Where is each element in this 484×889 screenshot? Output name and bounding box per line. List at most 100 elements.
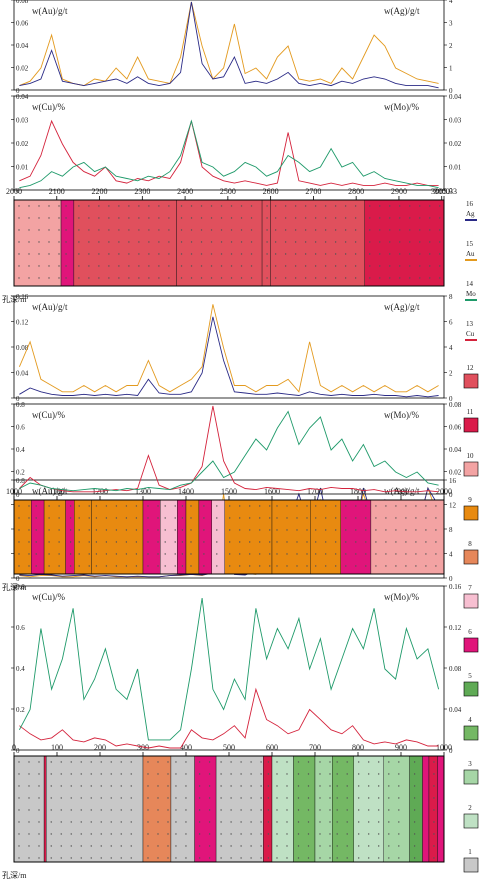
lithology-texture: [239, 517, 241, 519]
lithology-texture: [200, 253, 203, 255]
lithology-texture: [425, 565, 427, 567]
lithology-texture: [120, 761, 122, 763]
lithology-texture: [108, 205, 110, 207]
lithology-texture: [378, 833, 380, 835]
lithology-texture: [185, 797, 187, 799]
lithology-texture: [230, 217, 233, 219]
lithology-texture: [314, 241, 317, 243]
lithology-texture: [415, 541, 417, 543]
lithology-texture: [276, 553, 278, 555]
lithology-texture: [286, 797, 288, 799]
lithology-texture: [329, 809, 331, 811]
legend-unit-swatch: [463, 461, 479, 477]
lithology-texture: [329, 773, 331, 775]
lithology-texture: [329, 761, 331, 763]
lithology-texture: [190, 517, 192, 519]
lithology-texture: [115, 505, 118, 507]
lithology-texture: [240, 205, 243, 207]
lithology-texture: [148, 217, 150, 219]
lithology-texture: [216, 529, 218, 531]
legend-unit-swatch: [463, 593, 479, 609]
lithology-texture: [157, 517, 159, 519]
lithology-texture: [70, 797, 72, 799]
lithology-texture: [175, 785, 177, 787]
lithology-texture: [413, 845, 416, 847]
lithology-texture: [286, 833, 288, 835]
lithology-texture: [354, 205, 357, 207]
lithology-texture: [190, 253, 193, 255]
lithology-texture: [60, 773, 62, 775]
lithology-texture: [230, 845, 232, 847]
lithology-texture: [266, 277, 268, 279]
lithology-texture: [175, 773, 177, 775]
lithology-texture: [167, 857, 169, 859]
lithology-texture: [58, 229, 60, 231]
right-axis-tick-label: 6: [449, 319, 453, 327]
lithology-texture: [325, 505, 327, 507]
lithology-texture: [28, 277, 30, 279]
lithology-texture: [276, 797, 278, 799]
lithology-texture: [230, 833, 232, 835]
lithology-texture: [266, 229, 268, 231]
lithology-texture: [314, 217, 317, 219]
lithology-texture: [80, 857, 82, 859]
lithology-texture: [433, 797, 435, 799]
lithology-texture: [240, 229, 243, 231]
lithology-texture: [369, 241, 371, 243]
depth-axis: 孔深/m 2000 2100 2200 2300 2400 2500 2600 2700 2800…: [2, 187, 457, 304]
lithology-texture: [174, 553, 176, 555]
lithology-texture: [355, 529, 357, 531]
lithology-texture: [28, 253, 30, 255]
lithology-texture: [185, 761, 187, 763]
lithology-texture: [230, 265, 233, 267]
depth-tick-label: 1400: [178, 487, 194, 496]
lithology-texture: [100, 809, 102, 811]
lithology-texture: [70, 845, 72, 847]
lithology-texture: [388, 773, 390, 775]
legend-unit-number: 5: [468, 672, 472, 680]
lithology-texture: [48, 553, 50, 555]
lithology-texture: [439, 277, 441, 279]
depth-tick-label: 2100: [49, 187, 65, 196]
lithology-texture: [78, 265, 80, 267]
lithology-texture: [135, 505, 138, 507]
lithology-unit-8: [142, 755, 172, 863]
legend-unit-number: 8: [468, 540, 472, 548]
lithology-texture: [375, 505, 377, 507]
lithology-texture: [345, 553, 347, 555]
lithology-texture: [276, 785, 278, 787]
lithology-texture: [398, 773, 400, 775]
lithology-column: [13, 755, 445, 863]
lithology-texture: [98, 205, 100, 207]
lithology-texture: [405, 565, 407, 567]
lithology-texture: [38, 845, 40, 847]
lithology-texture: [409, 205, 411, 207]
lithology-texture: [334, 277, 337, 279]
lithology-texture: [128, 229, 130, 231]
lithology-texture: [388, 857, 390, 859]
lithology-texture: [230, 773, 232, 775]
lithology-texture: [358, 761, 360, 763]
lithology-texture: [78, 229, 80, 231]
right-axis-tick-label: 8: [449, 293, 453, 301]
lithology-texture: [168, 229, 170, 231]
lithology-texture: [48, 505, 50, 507]
lithology-texture: [336, 761, 338, 763]
left-axis-tick-label: 0.04: [16, 370, 29, 378]
lithology-texture: [208, 773, 211, 775]
lithology-texture: [28, 553, 30, 555]
lithology-texture: [125, 517, 128, 519]
lithology-texture: [190, 529, 192, 531]
lithology-texture: [60, 761, 62, 763]
lithology-texture: [164, 505, 166, 507]
depth-tick-label: 200: [94, 743, 106, 752]
lithology-texture: [138, 277, 140, 279]
lithology-texture: [58, 529, 60, 531]
depth-tick-label: 700: [309, 743, 321, 752]
lithology-texture: [379, 229, 381, 231]
lithology-unit-12: [270, 199, 365, 287]
left-axis-label: w(Cu)/%: [32, 102, 65, 112]
lithology-texture: [296, 529, 298, 531]
lithology-texture: [398, 809, 400, 811]
lithology-texture: [180, 277, 183, 279]
